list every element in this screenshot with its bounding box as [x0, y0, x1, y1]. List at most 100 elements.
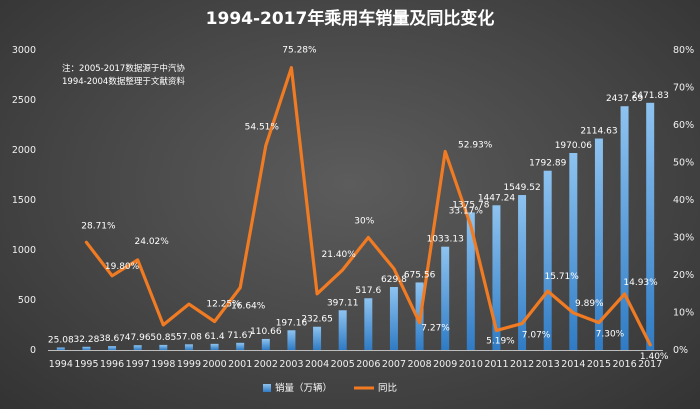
left-axis-tick: 0	[30, 345, 36, 356]
yoy-data-label: 12.25%	[206, 300, 241, 310]
sales-bar	[338, 310, 347, 350]
x-axis-tick: 2000	[202, 359, 226, 370]
sales-bar	[594, 138, 603, 350]
yoy-data-label: 9.89%	[575, 299, 604, 309]
sales-bar	[569, 152, 578, 350]
x-axis-tick: 1994	[49, 359, 73, 370]
x-axis-tick: 2002	[254, 359, 278, 370]
x-axis-tick: 2015	[587, 359, 611, 370]
sales-data-label: 71.67	[227, 331, 253, 341]
sales-data-label: 2437.69	[606, 94, 643, 104]
yoy-data-label: 1.40%	[640, 352, 669, 362]
sales-data-label: 2114.63	[580, 127, 617, 137]
x-axis-tick: 2001	[228, 359, 252, 370]
sales-data-label: 397.11	[327, 298, 359, 308]
sales-data-label: 1033.13	[427, 235, 464, 245]
yoy-line-group	[84, 66, 652, 347]
sales-bar	[441, 246, 450, 350]
yoy-data-label: 5.19%	[486, 337, 515, 347]
x-axis-tick: 1995	[74, 359, 98, 370]
sales-bar	[56, 347, 65, 350]
sales-data-label: 1792.89	[529, 159, 566, 169]
sales-bar	[518, 195, 527, 350]
sales-data-label: 517.6	[355, 286, 381, 296]
x-axis: 1994 1995 1996 1997 1998 1999 2000 2001 2002 2003…	[48, 350, 663, 370]
x-axis-tick: 2009	[433, 359, 457, 370]
sales-data-label: 25.08	[48, 335, 74, 345]
x-axis-tick: 1999	[177, 359, 201, 370]
x-axis-tick: 2003	[279, 359, 303, 370]
yoy-data-label: 19.80%	[105, 262, 140, 272]
yoy-data-label: 52.93%	[458, 141, 493, 151]
x-axis-tick: 1996	[100, 359, 124, 370]
sales-data-label: 197.16	[276, 318, 308, 328]
sales-data-label: 50.85	[150, 333, 176, 343]
right-axis-tick: 50%	[673, 158, 694, 169]
sales-data-labels: 25.08 32.28 38.67 47.96 50.85 57.08 61.4 71.671…	[48, 91, 669, 346]
sales-data-label: 1375.78	[452, 200, 489, 210]
sales-data-label: 38.67	[99, 334, 125, 344]
x-axis-tick: 2017	[638, 359, 662, 370]
right-axis: 0% 10% 20% 30% 40% 50% 60% 70% 80%	[673, 45, 694, 356]
sales-data-label: 232.65	[301, 315, 333, 325]
yoy-data-label: 75.28%	[282, 46, 317, 56]
x-axis-tick: 2005	[331, 359, 355, 370]
sales-bar	[261, 338, 270, 350]
left-axis: 0 500 1000 1500 2000 2500 3000	[12, 45, 36, 356]
sales-bar	[133, 345, 142, 350]
sales-data-label: 110.66	[250, 327, 282, 337]
x-axis-tick: 2010	[459, 359, 483, 370]
yoy-line	[84, 66, 652, 347]
x-axis-tick: 2011	[484, 359, 508, 370]
right-axis-tick: 80%	[673, 45, 694, 56]
yoy-data-label: 33.17%	[449, 207, 484, 217]
right-axis-tick: 0%	[673, 345, 688, 356]
sales-data-label: 47.96	[125, 333, 151, 343]
sales-data-label: 629.8	[381, 275, 407, 285]
sales-data-label: 61.4	[205, 332, 225, 342]
left-axis-tick: 500	[18, 295, 36, 306]
yoy-data-label: 24.02%	[135, 237, 170, 247]
source-note-1: 注：2005-2017数据源于中汽协	[62, 63, 185, 74]
yoy-data-label: 7.27%	[421, 324, 450, 334]
x-axis-tick: 2012	[510, 359, 534, 370]
sales-data-label: 1447.24	[478, 193, 515, 203]
yoy-data-label: 16.64%	[231, 302, 266, 312]
x-axis-tick: 2013	[536, 359, 560, 370]
sales-bar	[236, 342, 245, 350]
left-axis-tick: 2000	[12, 145, 36, 156]
sales-bar	[313, 326, 322, 350]
x-axis-tick: 2008	[407, 359, 431, 370]
sales-bar	[287, 330, 296, 350]
sales-bar	[184, 344, 193, 350]
x-axis-tick: 2007	[382, 359, 406, 370]
legend-label-sales: 销量（万辆）	[275, 382, 332, 394]
sales-bar	[646, 102, 655, 350]
legend: 销量（万辆） 同比	[263, 382, 397, 394]
yoy-data-label: 30%	[354, 217, 374, 227]
x-axis-tick: 1998	[151, 359, 175, 370]
sales-bar	[108, 346, 117, 350]
x-axis-tick: 2016	[612, 359, 636, 370]
yoy-data-label: 7.30%	[596, 330, 625, 340]
sales-bar	[389, 287, 398, 350]
yoy-data-label: 54.51%	[245, 123, 280, 133]
sales-data-label: 57.08	[176, 332, 202, 342]
right-axis-tick: 10%	[673, 308, 694, 319]
right-axis-tick: 70%	[673, 83, 694, 94]
sales-bars	[56, 102, 655, 350]
source-note-2: 1994-2004数据整理于文献资料	[62, 76, 185, 87]
sales-data-label: 32.28	[74, 335, 100, 345]
sales-bar	[466, 212, 475, 350]
right-axis-tick: 60%	[673, 120, 694, 131]
x-axis-tick: 2004	[305, 359, 329, 370]
sales-data-label: 675.56	[404, 270, 436, 280]
left-axis-tick: 1500	[12, 195, 36, 206]
right-axis-tick: 40%	[673, 195, 694, 206]
sales-data-label: 1549.52	[503, 183, 540, 193]
yoy-data-labels: 28.71% 19.80% 24.02% 12.25%16.64% 54.51% 75.2…	[81, 46, 669, 362]
x-axis-tick: 1997	[126, 359, 150, 370]
x-axis-tick: 2006	[356, 359, 380, 370]
